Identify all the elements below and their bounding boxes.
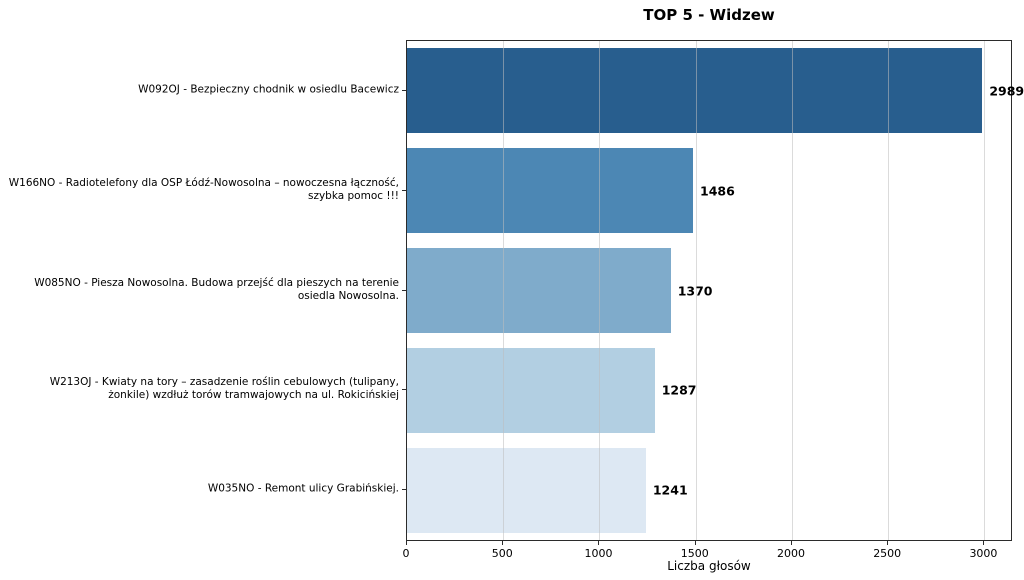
gridline: [599, 41, 601, 540]
x-tick-mark: [598, 541, 600, 545]
x-tick-mark: [694, 541, 696, 545]
bar: [407, 347, 655, 433]
bar: [407, 148, 694, 234]
gridline: [791, 41, 793, 540]
gridline: [695, 41, 697, 540]
x-tick-label: 2000: [776, 547, 805, 560]
y-tick-mark: [402, 189, 406, 191]
x-tick-label: 1500: [680, 547, 709, 560]
x-tick-mark: [887, 541, 889, 545]
x-tick-mark: [502, 541, 504, 545]
category-label: W166NO - Radiotelefony dla OSP Łódź-Nowo…: [8, 176, 399, 202]
category-label: W085NO - Piesza Nowosolna. Budowa przejś…: [34, 276, 399, 302]
bar: [407, 447, 646, 533]
value-label: 2989: [989, 83, 1024, 99]
x-tick-label: 3000: [969, 547, 998, 560]
x-tick-label: 2500: [873, 547, 902, 560]
y-tick-mark: [402, 489, 406, 491]
gridline: [984, 41, 986, 540]
gridline: [888, 41, 890, 540]
gridline: [503, 41, 505, 540]
plot-area: 2989 1486 1370 1287 1241: [406, 40, 1024, 541]
value-label: 1241: [652, 482, 688, 498]
x-axis-label: Liczba głosów: [667, 559, 751, 573]
value-label: 1370: [678, 283, 713, 298]
category-label: W213OJ - Kwiaty na tory – zasadzenie roś…: [49, 376, 399, 402]
x-tick-mark: [983, 541, 985, 545]
bar: [407, 248, 671, 333]
x-tick-label: 500: [491, 547, 513, 560]
value-label: 1287: [661, 382, 697, 398]
value-label: 1486: [700, 183, 735, 199]
y-tick-mark: [402, 289, 406, 291]
category-label: W092OJ - Bezpieczny chodnik w osiedlu Ba…: [138, 83, 399, 96]
bar: [407, 48, 983, 134]
x-tick-label: 1000: [584, 547, 613, 560]
x-tick-label: 0: [402, 547, 410, 560]
y-tick-mark: [402, 89, 406, 91]
category-label: W035NO - Remont ulicy Grabińskiej.: [207, 482, 399, 495]
x-tick-mark: [406, 541, 407, 545]
chart-title: TOP 5 - Widzew: [643, 6, 775, 24]
x-tick-mark: [790, 541, 792, 545]
y-tick-mark: [402, 389, 406, 391]
